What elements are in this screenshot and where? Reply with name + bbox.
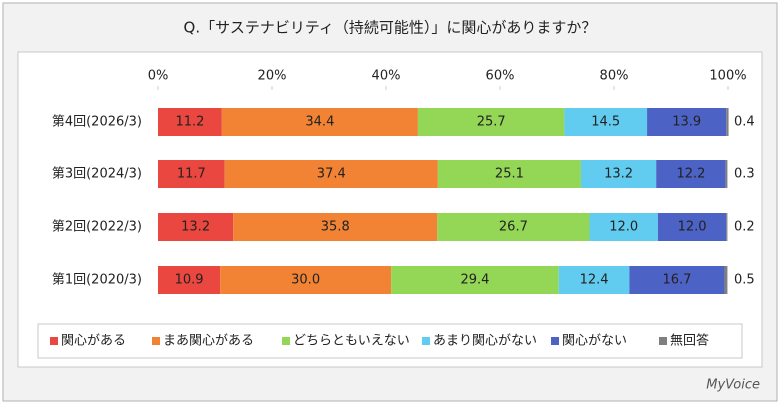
x-tick-label: 0%: [148, 69, 169, 84]
legend-swatch: [282, 337, 290, 345]
legend-swatch: [551, 337, 559, 345]
value-label: 26.7: [499, 220, 528, 235]
bar-segment: [224, 160, 438, 188]
legend-swatch: [50, 337, 58, 345]
bar-segment: [233, 213, 438, 241]
bar-segment: [629, 266, 725, 294]
value-label: 37.4: [317, 167, 346, 182]
value-label: 0.4: [734, 115, 755, 130]
value-label: 0.3: [734, 167, 755, 182]
bar-segment: [417, 108, 565, 136]
value-label: 25.1: [495, 167, 524, 182]
value-label: 13.2: [181, 220, 210, 235]
value-label: 34.4: [305, 115, 334, 130]
y-tick-label: 第4回(2026/3): [52, 115, 142, 130]
bar-segment: [647, 108, 727, 136]
y-tick-label: 第2回(2022/3): [52, 220, 142, 235]
bar-segment: [726, 108, 729, 136]
bar-segment: [437, 213, 590, 241]
bar-segment: [158, 108, 222, 136]
x-tick-label: 100%: [709, 69, 746, 84]
bar-segment: [221, 108, 418, 136]
bar-segment: [437, 160, 581, 188]
bar-segment: [158, 213, 234, 241]
footer: MyVoice: [706, 378, 760, 393]
bar-segment: [391, 266, 559, 294]
bar-segment: [158, 266, 221, 294]
value-label: 13.2: [604, 167, 633, 182]
bar-segment: [564, 108, 648, 136]
value-label: 16.7: [663, 273, 692, 288]
x-tick-label: 20%: [258, 69, 287, 84]
bar-segment: [558, 266, 630, 294]
value-label: 30.0: [291, 273, 320, 288]
value-label: 11.2: [175, 115, 204, 130]
value-label: 12.0: [678, 220, 707, 235]
bar-segment: [726, 213, 728, 241]
bar-segment: [657, 213, 727, 241]
value-label: 13.9: [672, 115, 701, 130]
y-tick-label: 第1回(2020/3): [52, 273, 142, 288]
bar-segment: [656, 160, 726, 188]
legend-swatch: [659, 337, 667, 345]
legend-label: 無回答: [670, 333, 709, 349]
value-label: 11.7: [177, 167, 206, 182]
legend-label: 関心がない: [562, 334, 627, 349]
legend-swatch: [152, 337, 160, 345]
value-label: 10.9: [175, 273, 204, 288]
value-label: 0.5: [734, 273, 755, 288]
legend-label: どちらともいえない: [293, 334, 410, 349]
value-label: 29.4: [460, 273, 489, 288]
x-tick-label: 60%: [486, 69, 515, 84]
x-tick-label: 80%: [600, 69, 629, 84]
value-label: 0.2: [734, 220, 755, 235]
legend-label: 関心がある: [61, 334, 126, 349]
bar-segment: [724, 266, 728, 294]
legend-label: あまり関心がない: [433, 334, 537, 349]
value-label: 12.4: [580, 273, 609, 288]
bar-segment: [580, 160, 657, 188]
value-label: 35.8: [321, 220, 350, 235]
plot-area: [17, 51, 763, 368]
bar-segment: [220, 266, 392, 294]
x-tick-label: 40%: [372, 69, 401, 84]
value-label: 12.0: [609, 220, 638, 235]
bar-segment: [589, 213, 658, 241]
y-tick-label: 第3回(2024/3): [52, 167, 142, 182]
value-label: 12.2: [676, 167, 705, 182]
legend-label: まあ関心がある: [163, 334, 254, 349]
bar-segment: [158, 160, 225, 188]
value-label: 14.5: [591, 115, 620, 130]
bar-segment: [725, 160, 728, 188]
value-label: 25.7: [477, 115, 506, 130]
chart-title: Q.「サステナビリティ（持続可能性）」に関心がありますか？: [184, 19, 597, 37]
legend-swatch: [422, 337, 430, 345]
